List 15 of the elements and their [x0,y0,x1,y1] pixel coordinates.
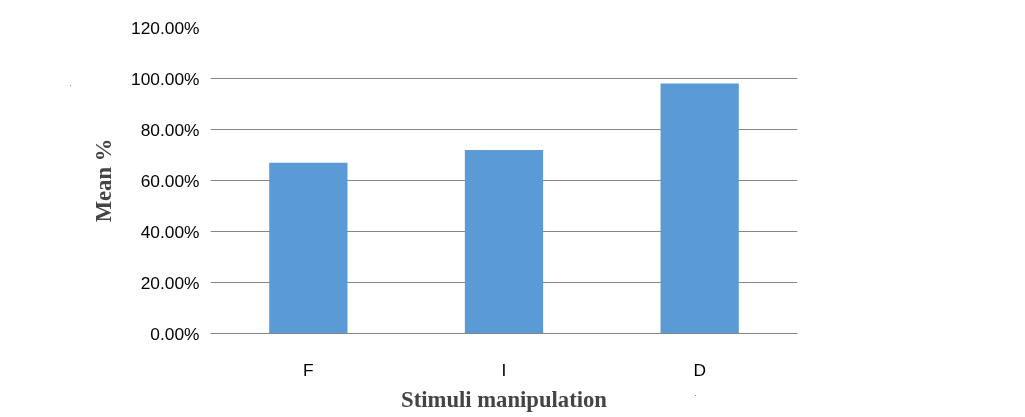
y-tick-label: 120.00% [131,17,200,38]
y-axis-title: Mean % [91,138,117,223]
y-tick-label: 0.00% [150,323,200,344]
y-tick-label: 20.00% [140,272,200,293]
y-tick-label: 80.00% [140,119,200,140]
y-tick-label: 60.00% [140,170,200,191]
bar [660,83,739,334]
x-tick-label: F [303,359,314,380]
x-tick-label: D [693,359,706,380]
x-tick-label: I [501,359,507,380]
y-tick-label: 100.00% [131,68,200,89]
x-axis-title: Stimuli manipulation [401,386,608,412]
y-tick-label: 40.00% [140,221,200,242]
bar [464,149,544,334]
bar [269,162,348,334]
